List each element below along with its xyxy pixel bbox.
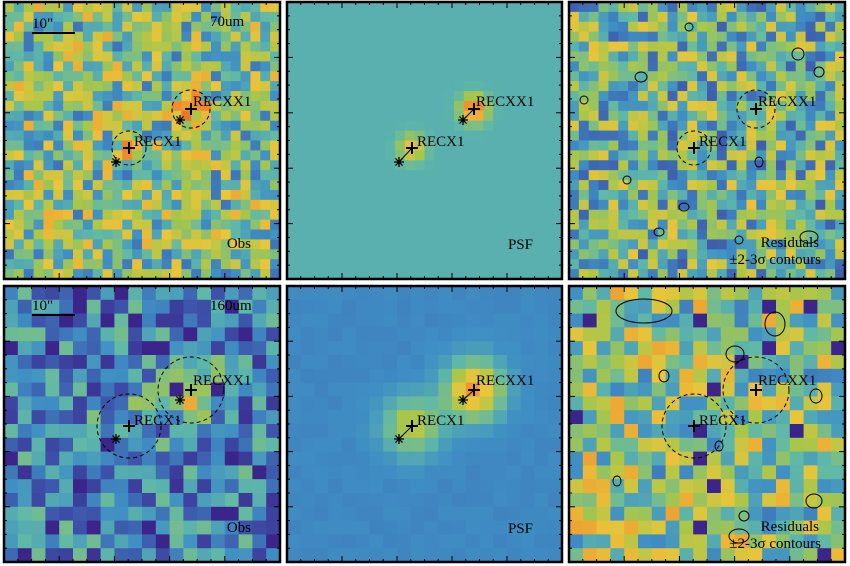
panel-label-residuals: Residuals	[761, 235, 819, 251]
source-label: RECXX1	[476, 94, 534, 110]
source-aperture-circle	[722, 356, 790, 424]
band-label: 160um	[210, 298, 252, 314]
counterpart-star	[458, 115, 468, 125]
source-label: RECX1	[699, 134, 747, 150]
source-position-plus	[688, 142, 700, 154]
panel-label-obs: Obs	[227, 236, 251, 252]
source-label: RECX1	[699, 413, 747, 429]
source-position-plus	[406, 420, 418, 432]
panel-frame	[2, 0, 282, 281]
panel-label-psf: PSF	[508, 521, 533, 537]
source-aperture-circle	[111, 130, 147, 166]
image-pixels	[287, 286, 562, 562]
panel-frame	[285, 0, 564, 281]
panel-label-residuals: Residuals	[761, 519, 819, 535]
counterpart-star	[111, 157, 121, 167]
panel-70um-psf: RECX1 RECXX1 PSF	[285, 0, 564, 281]
source-aperture-circle	[171, 89, 211, 129]
source-position-plus	[123, 142, 135, 154]
source-position-plus	[185, 384, 197, 396]
image-pixels	[287, 2, 562, 279]
residual-contours	[612, 298, 823, 544]
source-markers: RECX1 RECXX1	[661, 356, 816, 459]
panel-70um-residual: RECX1 RECXX1 Residuals±2-3σ contours	[567, 0, 847, 281]
source-aperture-circle	[157, 356, 225, 424]
source-aperture-circle	[96, 393, 162, 459]
source-label: RECXX1	[193, 373, 251, 389]
source-aperture-circle	[661, 393, 727, 459]
source-position-plus	[750, 103, 762, 115]
source-position-plus	[185, 103, 197, 115]
source-label: RECX1	[134, 134, 182, 150]
image-pixels	[569, 286, 845, 562]
source-label: RECXX1	[758, 373, 816, 389]
band-label: 70um	[210, 14, 245, 30]
counterpart-star	[175, 395, 185, 405]
source-position-plus	[688, 420, 700, 432]
image-pixels	[569, 2, 845, 279]
residual-contours	[579, 22, 825, 245]
scale-bar-label: 10"	[32, 16, 53, 32]
source-position-plus	[468, 384, 480, 396]
panel-label-psf: PSF	[508, 237, 533, 253]
source-label: RECX1	[134, 413, 182, 429]
panel-label-contours: ±2-3σ contours	[729, 252, 821, 268]
image-pixels	[4, 2, 280, 279]
scale-bar-label: 10"	[32, 298, 53, 314]
source-label: RECXX1	[193, 94, 251, 110]
source-position-plus	[123, 420, 135, 432]
panel-label-obs: Obs	[227, 520, 251, 536]
panel-160um-psf: RECX1 RECXX1 PSF	[285, 284, 564, 564]
panel-frame	[567, 284, 847, 564]
counterpart-star	[111, 434, 121, 444]
source-position-plus	[468, 103, 480, 115]
panel-label-contours: ±2-3σ contours	[729, 536, 821, 552]
panel-frame	[2, 284, 282, 564]
panel-160um-obs: RECX1 RECXX1 10" 160um Obs	[2, 284, 282, 564]
source-markers: RECX1 RECXX1	[394, 373, 534, 444]
source-markers: RECX1 RECXX1	[394, 94, 534, 167]
source-position-plus	[750, 384, 762, 396]
panel-frame	[285, 284, 564, 564]
source-aperture-circle	[676, 130, 712, 166]
source-label: RECX1	[417, 134, 465, 150]
source-position-plus	[406, 142, 418, 154]
source-label: RECXX1	[476, 373, 534, 389]
panel-frame	[567, 0, 847, 281]
source-aperture-circle	[736, 89, 776, 129]
image-pixels	[4, 286, 280, 562]
panel-160um-residual: RECX1 RECXX1 Residuals±2-3σ contours	[567, 284, 847, 564]
source-label: RECX1	[417, 413, 465, 429]
source-markers: RECX1 RECXX1	[111, 89, 251, 167]
counterpart-star	[458, 395, 468, 405]
source-label: RECXX1	[758, 94, 816, 110]
counterpart-star	[175, 115, 185, 125]
source-markers: RECX1 RECXX1	[96, 356, 251, 459]
counterpart-star	[394, 157, 404, 167]
source-markers: RECX1 RECXX1	[676, 89, 816, 166]
counterpart-star	[394, 434, 404, 444]
panel-70um-obs: RECX1 RECXX1 10" 70um Obs	[2, 0, 282, 281]
